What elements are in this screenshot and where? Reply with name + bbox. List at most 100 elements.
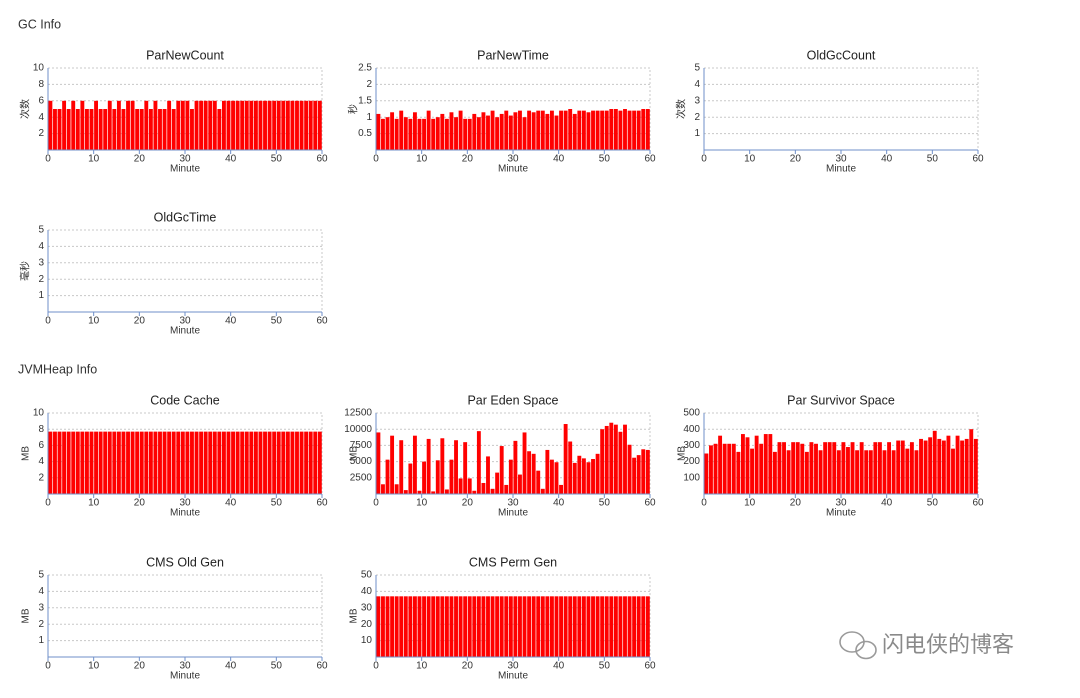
x-tick-label: 10 [88,498,100,509]
x-tick-label: 10 [744,154,756,165]
bar [221,100,226,150]
bar [709,445,713,494]
chart: Par Eden Space MB Minute 2500 5000 7500 10000 1… [344,393,656,518]
bar [818,450,823,494]
bar [772,451,777,494]
bar [600,596,605,657]
x-tick-label: 30 [179,498,191,509]
bar [231,431,236,494]
watermark-icon [839,631,877,660]
chart-title: CMS Old Gen [146,555,224,569]
bar [304,100,309,150]
bar [504,596,509,657]
bar [618,431,623,494]
bar [458,110,463,150]
x-tick-label: 60 [644,661,656,672]
y-axis-label: 次数 [19,99,32,119]
bar [449,459,454,494]
bar [84,431,89,494]
bar [595,110,600,150]
bar [704,453,709,494]
bar [518,110,522,150]
bar [846,447,850,494]
bar [394,118,399,150]
y-tick-label: 3 [694,95,700,106]
x-axis-label: Minute [170,164,200,175]
bar [536,110,541,150]
x-tick-label: 20 [134,154,146,165]
bar [422,596,427,657]
bar [463,118,468,150]
bar [804,451,809,494]
bar [317,431,322,494]
y-tick-label: 2 [38,619,44,630]
bar [955,435,960,494]
bar [914,450,919,494]
bar [180,431,185,494]
bar [559,110,564,150]
bar [444,118,449,150]
bar [103,431,108,494]
bar [504,484,509,494]
bar [481,596,486,657]
bar [490,596,495,657]
x-tick-label: 10 [744,498,756,509]
bar [162,109,167,150]
x-tick-label: 40 [553,498,565,509]
bar [258,100,263,150]
bar [226,431,231,494]
bar [969,429,974,494]
bar [167,431,172,494]
y-tick-label: 7500 [350,440,373,451]
bar [577,455,582,494]
bar [604,596,609,657]
chart-title: CMS Perm Gen [469,555,557,569]
bar [490,488,495,494]
bar [158,109,162,150]
y-tick-label: 8 [38,79,44,90]
x-tick-label: 30 [835,498,847,509]
chart-title: OldGcTime [154,210,217,224]
bar [417,490,422,494]
x-tick-label: 60 [972,154,984,165]
bar [267,431,272,494]
bar [549,596,554,657]
x-tick-label: 30 [179,154,191,165]
bar [253,431,258,494]
bar [522,432,527,494]
bar [276,100,281,150]
y-tick-label: 5 [38,225,44,236]
bar [627,444,632,494]
bar [89,431,94,494]
bar [454,596,458,657]
chart-title: OldGcCount [807,48,876,62]
bar [444,489,449,494]
bar [540,596,545,657]
x-tick-label: 30 [507,661,519,672]
x-tick-label: 20 [134,498,146,509]
x-tick-label: 50 [927,154,939,165]
bar [531,453,536,494]
x-tick-label: 30 [507,154,519,165]
bar [48,431,53,494]
bar [440,596,445,657]
bar [641,449,646,494]
bar [486,115,490,150]
section-title: GC Info [18,17,61,31]
bar [417,596,422,657]
x-tick-label: 50 [927,498,939,509]
bar [299,431,304,494]
plot-frame [703,412,979,495]
bar [290,100,295,150]
x-tick-label: 50 [599,498,611,509]
bar [71,100,76,150]
bar [481,482,486,494]
x-tick-label: 10 [88,316,100,327]
bar [618,110,623,150]
plot-frame [47,412,323,495]
plot-frame [375,574,651,658]
bar [313,431,318,494]
bar [623,109,627,150]
bar [750,448,755,494]
bar [126,100,130,150]
